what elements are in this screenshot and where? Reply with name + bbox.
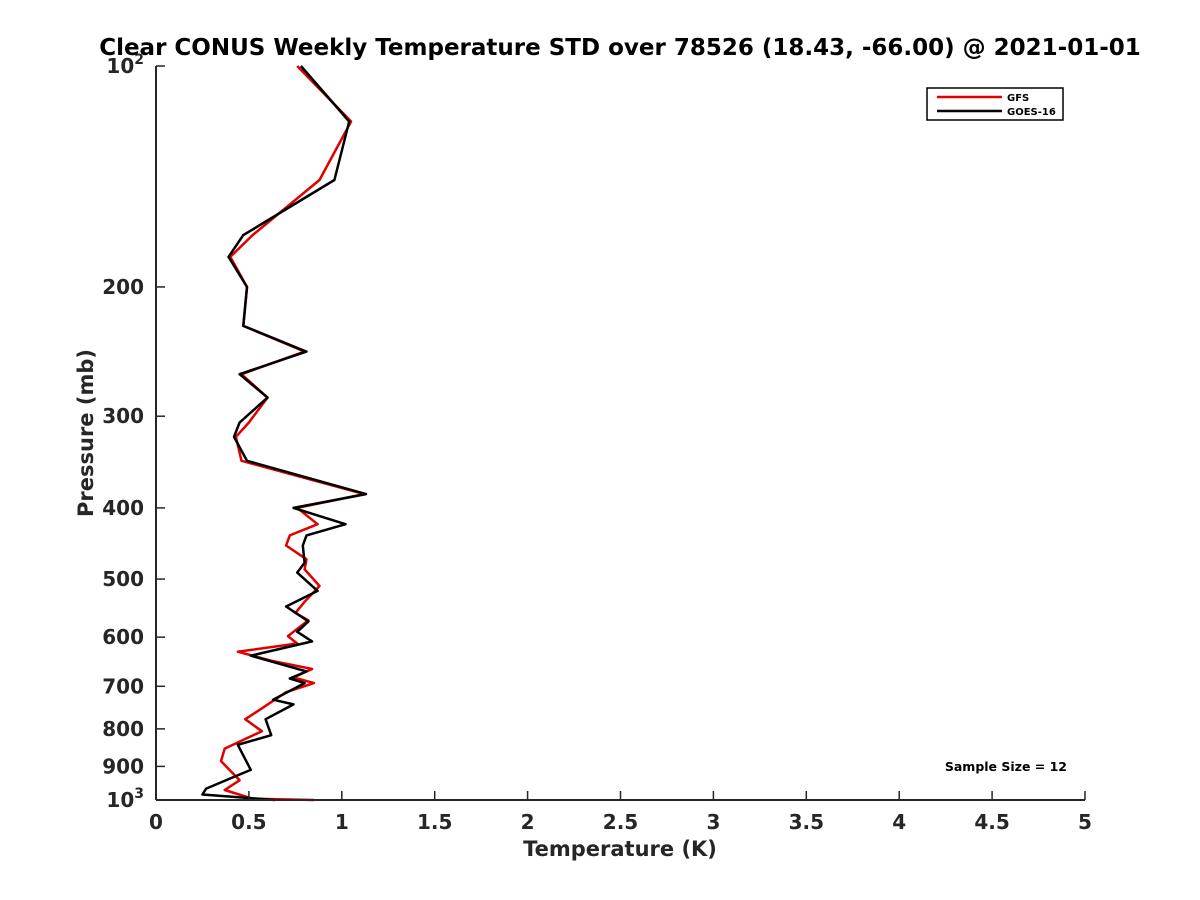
x-tick-label: 2.5 (603, 810, 638, 834)
legend: GFS GOES-16 (926, 87, 1064, 121)
x-tick-label: 4.5 (974, 810, 1009, 834)
chart-title: Clear CONUS Weekly Temperature STD over … (99, 35, 1141, 61)
y-tick-label: 600 (102, 625, 144, 649)
y-tick-label: 900 (102, 754, 144, 778)
x-axis-label: Temperature (K) (523, 837, 717, 861)
series-layer (201, 65, 368, 802)
y-tick-label: 300 (102, 404, 144, 428)
x-tick-label: 1 (335, 810, 349, 834)
legend-box (926, 87, 1064, 121)
x-tick-label: 1.5 (417, 810, 452, 834)
x-tick-label: 4 (892, 810, 906, 834)
y-tick-label: 102 (106, 52, 144, 78)
x-tick-label: 5 (1078, 810, 1092, 834)
series-line-goes16 (201, 65, 368, 802)
y-axis-label: Pressure (mb) (74, 349, 98, 517)
y-tick-label: 500 (102, 567, 144, 591)
x-tick-label: 0 (149, 810, 163, 834)
x-ticks: 0 0.5 1 1.5 2 2.5 3 3.5 4 4.5 5 (149, 791, 1092, 834)
y-tick-label: 103 (106, 786, 144, 812)
x-tick-label: 3 (706, 810, 720, 834)
y-ticks: 102 200 300 400 500 600 700 800 900 103 (102, 52, 165, 812)
x-tick-label: 0.5 (231, 810, 266, 834)
y-tick-label: 800 (102, 717, 144, 741)
y-tick-label: 200 (102, 275, 144, 299)
y-tick-label: 400 (102, 496, 144, 520)
sample-size-annotation: Sample Size = 12 (945, 759, 1067, 774)
y-tick-label: 700 (102, 674, 144, 698)
x-tick-label: 3.5 (789, 810, 824, 834)
x-tick-label: 2 (521, 810, 535, 834)
legend-label-gfs: GFS (1007, 93, 1029, 104)
legend-label-goes16: GOES-16 (1007, 107, 1056, 118)
plot-area: 0 0.5 1 1.5 2 2.5 3 3.5 4 4.5 5 102 200 300 400 500 600… (102, 52, 1092, 834)
